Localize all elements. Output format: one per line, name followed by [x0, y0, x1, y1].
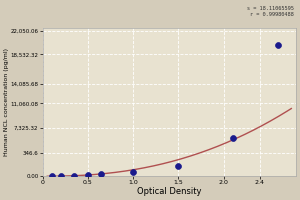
Y-axis label: Human NCL concentration (pg/ml): Human NCL concentration (pg/ml): [4, 48, 9, 156]
Point: [230, 136, 235, 140]
X-axis label: Optical Density: Optical Density: [137, 187, 202, 196]
Point: [275, 43, 280, 46]
Text: s = 18.11065595
r = 0.99980488: s = 18.11065595 r = 0.99980488: [247, 6, 294, 17]
Point: [85, 174, 90, 177]
Point: [72, 174, 77, 177]
Point: [131, 171, 136, 174]
Point: [176, 164, 181, 167]
Point: [99, 173, 104, 176]
Point: [50, 175, 54, 178]
Point: [58, 174, 63, 178]
